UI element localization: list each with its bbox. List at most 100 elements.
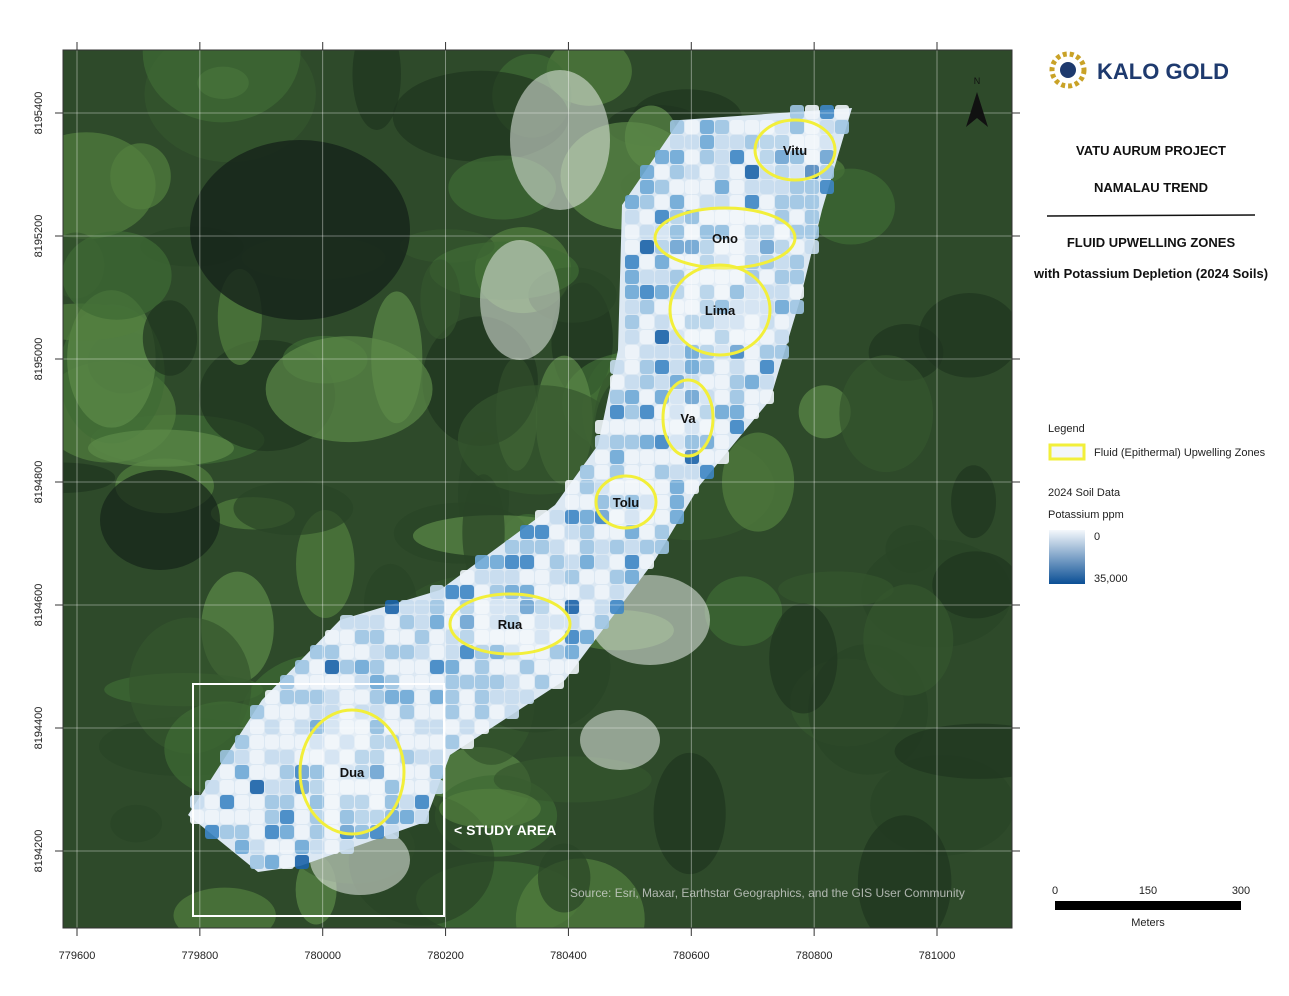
terrain	[110, 143, 171, 210]
soil-sample	[370, 780, 384, 794]
soil-sample	[250, 825, 264, 839]
terrain	[439, 788, 541, 829]
soil-sample	[550, 615, 564, 629]
soil-sample	[280, 720, 294, 734]
terrain	[932, 551, 1012, 619]
soil-sample	[625, 570, 639, 584]
soil-sample	[760, 195, 774, 209]
soil-sample	[700, 150, 714, 164]
soil-sample	[535, 525, 549, 539]
soil-sample	[400, 660, 414, 674]
soil-sample	[625, 495, 639, 509]
soil-sample	[280, 855, 294, 869]
soil-sample	[640, 420, 654, 434]
soil-sample	[655, 165, 669, 179]
soil-sample	[595, 615, 609, 629]
soil-sample	[685, 180, 699, 194]
soil-sample	[400, 795, 414, 809]
terrain	[265, 336, 433, 443]
soil-sample	[355, 780, 369, 794]
soil-sample	[400, 615, 414, 629]
soil-sample	[670, 165, 684, 179]
soil-sample	[490, 675, 504, 689]
soil-sample	[730, 405, 744, 419]
upwelling-zone	[594, 474, 658, 530]
soil-sample	[520, 675, 534, 689]
soil-sample	[265, 795, 279, 809]
soil-sample	[415, 660, 429, 674]
soil-sample	[400, 675, 414, 689]
soil-sample	[640, 510, 654, 524]
soil-sample	[715, 180, 729, 194]
soil-sample	[610, 585, 624, 599]
soil-sample	[640, 360, 654, 374]
soil-sample	[805, 225, 819, 239]
soil-sample	[535, 510, 549, 524]
soil-sample	[280, 840, 294, 854]
soil-sample	[400, 810, 414, 824]
soil-sample	[415, 705, 429, 719]
soil-sample	[235, 765, 249, 779]
soil-sample	[745, 300, 759, 314]
legend-max: 35,000	[1094, 573, 1128, 585]
scale-tick-label: 0	[1052, 885, 1058, 897]
soil-sample	[430, 705, 444, 719]
soil-sample	[640, 195, 654, 209]
soil-sample	[295, 720, 309, 734]
soil-sample	[670, 135, 684, 149]
soil-sample	[475, 570, 489, 584]
legend-soil-title: 2024 Soil Data	[1048, 487, 1121, 499]
soil-sample	[640, 480, 654, 494]
soil-sample	[610, 435, 624, 449]
soil-sample	[655, 345, 669, 359]
soil-sample	[670, 180, 684, 194]
soil-sample	[475, 660, 489, 674]
soil-sample	[805, 180, 819, 194]
soil-sample	[400, 645, 414, 659]
soil-sample	[610, 420, 624, 434]
soil-sample	[550, 555, 564, 569]
soil-sample	[760, 270, 774, 284]
soil-sample	[730, 180, 744, 194]
soil-sample	[595, 540, 609, 554]
soil-sample	[790, 285, 804, 299]
soil-sample	[550, 570, 564, 584]
soil-sample	[640, 450, 654, 464]
soil-sample	[310, 675, 324, 689]
terrain	[863, 584, 954, 696]
soil-sample	[670, 435, 684, 449]
soil-sample	[580, 480, 594, 494]
soil-sample	[550, 675, 564, 689]
soil-sample	[670, 510, 684, 524]
soil-sample	[220, 810, 234, 824]
soil-sample	[415, 735, 429, 749]
soil-sample	[310, 645, 324, 659]
soil-sample	[565, 585, 579, 599]
soil-sample	[640, 300, 654, 314]
upwelling-zone	[653, 206, 797, 270]
legend-ramp	[1049, 530, 1085, 584]
soil-sample	[235, 735, 249, 749]
soil-sample	[655, 240, 669, 254]
soil-sample	[715, 135, 729, 149]
soil-sample	[640, 240, 654, 254]
soil-sample	[745, 375, 759, 389]
soil-sample	[745, 225, 759, 239]
soil-sample	[625, 375, 639, 389]
soil-sample	[310, 735, 324, 749]
soil-sample	[385, 705, 399, 719]
soil-sample	[370, 735, 384, 749]
soil-sample	[595, 585, 609, 599]
soil-sample	[265, 780, 279, 794]
soil-sample	[625, 450, 639, 464]
soil-sample	[340, 720, 354, 734]
soil-sample	[715, 120, 729, 134]
soil-sample	[205, 810, 219, 824]
soil-sample	[610, 600, 624, 614]
soil-sample	[640, 315, 654, 329]
terrain	[653, 752, 726, 875]
soil-sample	[775, 225, 789, 239]
soil-sample	[430, 615, 444, 629]
